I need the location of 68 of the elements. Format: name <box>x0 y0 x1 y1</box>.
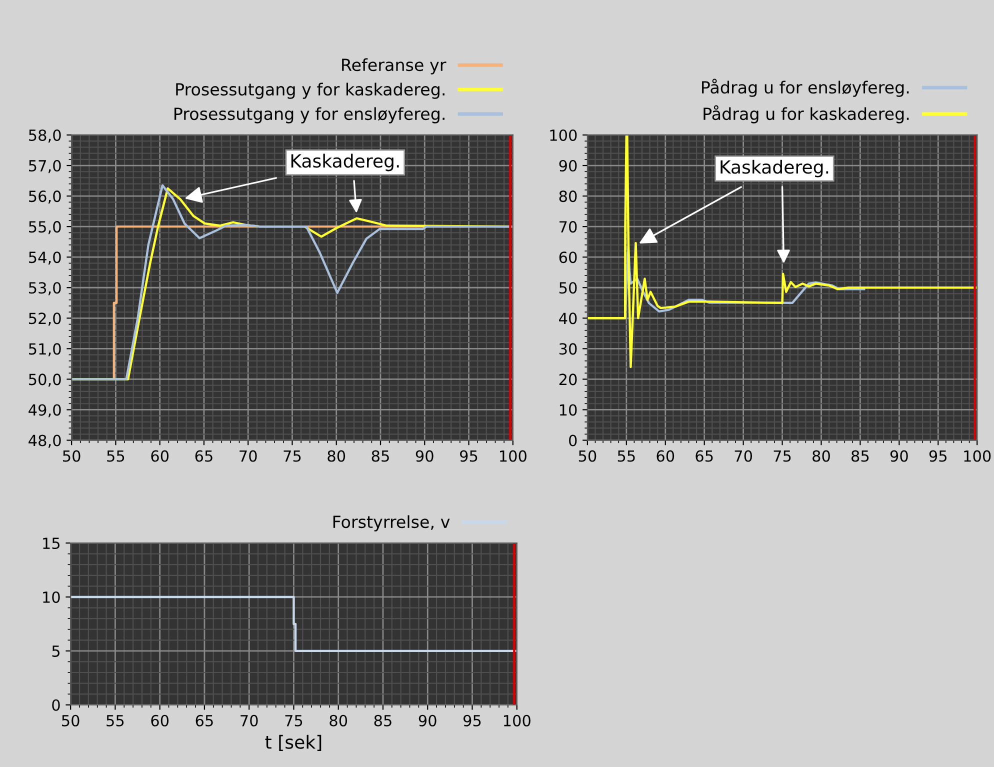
x-tick-label: 65 <box>196 714 213 726</box>
y-tick-label: 10 <box>43 591 60 604</box>
x-tick-label: 80 <box>812 450 830 462</box>
y-tick-label: 55,0 <box>29 221 61 234</box>
y-tick-label: 0 <box>52 699 60 711</box>
x-tick-label: 80 <box>330 714 348 726</box>
x-tick-label: 60 <box>151 714 169 726</box>
x-tick-label: 60 <box>656 450 674 462</box>
y-tick-label: 0 <box>569 434 577 446</box>
x-tick-label: 55 <box>106 715 124 726</box>
y-tick-label: 49,0 <box>28 404 61 418</box>
y-tick-label: 5 <box>52 646 60 657</box>
x-axis-title: t [sek] <box>265 734 322 752</box>
x-tick-label: 90 <box>890 450 908 462</box>
legend-label: Forstyrrelse, v <box>333 515 450 532</box>
y-tick-label: 60 <box>559 252 577 264</box>
x-tick-label: 95 <box>463 714 481 726</box>
legend-label: Pådrag u for ensløyfereg. <box>702 78 909 97</box>
x-tick-label: 80 <box>328 450 346 462</box>
y-tick-label: 90 <box>559 160 577 172</box>
y-tick-label: 56,0 <box>29 190 61 204</box>
y-tick-label: 51,0 <box>29 343 61 356</box>
x-tick-label: 55 <box>107 450 124 462</box>
annotation: Kaskadereg. <box>720 160 828 178</box>
x-tick-label: 75 <box>284 450 301 462</box>
x-tick-label: 50 <box>63 450 80 462</box>
y-tick-label: 48,0 <box>28 434 61 448</box>
legend-label: Prosessutgang y for kaskadereg. <box>176 82 444 99</box>
y-tick-label: 57,0 <box>29 160 61 174</box>
y-tick-label: 40 <box>559 312 577 324</box>
y-tick-label: 58,0 <box>29 129 61 143</box>
x-tick-label: 50 <box>62 714 80 726</box>
annotation: Kaskadereg. <box>291 154 399 172</box>
x-tick-label: 50 <box>578 450 596 462</box>
x-tick-label: 60 <box>151 450 169 462</box>
x-tick-label: 85 <box>852 450 869 462</box>
x-tick-label: 100 <box>500 450 526 462</box>
x-tick-label: 70 <box>734 450 752 462</box>
x-tick-label: 70 <box>240 714 258 726</box>
x-tick-label: 100 <box>504 714 530 726</box>
x-tick-label: 75 <box>285 715 302 726</box>
x-tick-label: 55 <box>618 450 635 462</box>
y-tick-label: 50,0 <box>29 374 61 387</box>
y-tick-label: 100 <box>550 129 577 142</box>
x-tick-label: 65 <box>696 450 713 462</box>
y-tick-label: 53,0 <box>29 282 61 296</box>
x-tick-label: 70 <box>240 450 257 462</box>
y-tick-label: 15 <box>43 538 60 550</box>
y-tick-label: 52,0 <box>29 312 61 326</box>
x-tick-label: 90 <box>418 714 436 726</box>
y-tick-label: 10 <box>560 404 577 416</box>
legend-label: Pådrag u for kaskadereg. <box>704 105 909 124</box>
x-tick-label: 90 <box>416 450 434 462</box>
y-tick-label: 30 <box>559 343 577 355</box>
y-tick-label: 54,0 <box>29 252 61 265</box>
legend-label: Prosessutgang y for ensløyfereg. <box>174 107 444 124</box>
x-tick-label: 85 <box>374 714 392 726</box>
y-tick-label: 20 <box>559 374 577 386</box>
x-tick-label: 85 <box>372 450 389 462</box>
x-tick-label: 75 <box>774 450 791 462</box>
y-tick-label: 70 <box>560 221 577 233</box>
x-tick-label: 100 <box>964 450 991 462</box>
legend-label: Referanse yr <box>342 58 446 74</box>
x-tick-label: 95 <box>460 450 478 462</box>
x-tick-label: 95 <box>929 450 947 462</box>
x-tick-label: 65 <box>195 450 212 462</box>
y-tick-label: 50 <box>559 282 577 294</box>
y-tick-label: 80 <box>559 190 577 202</box>
